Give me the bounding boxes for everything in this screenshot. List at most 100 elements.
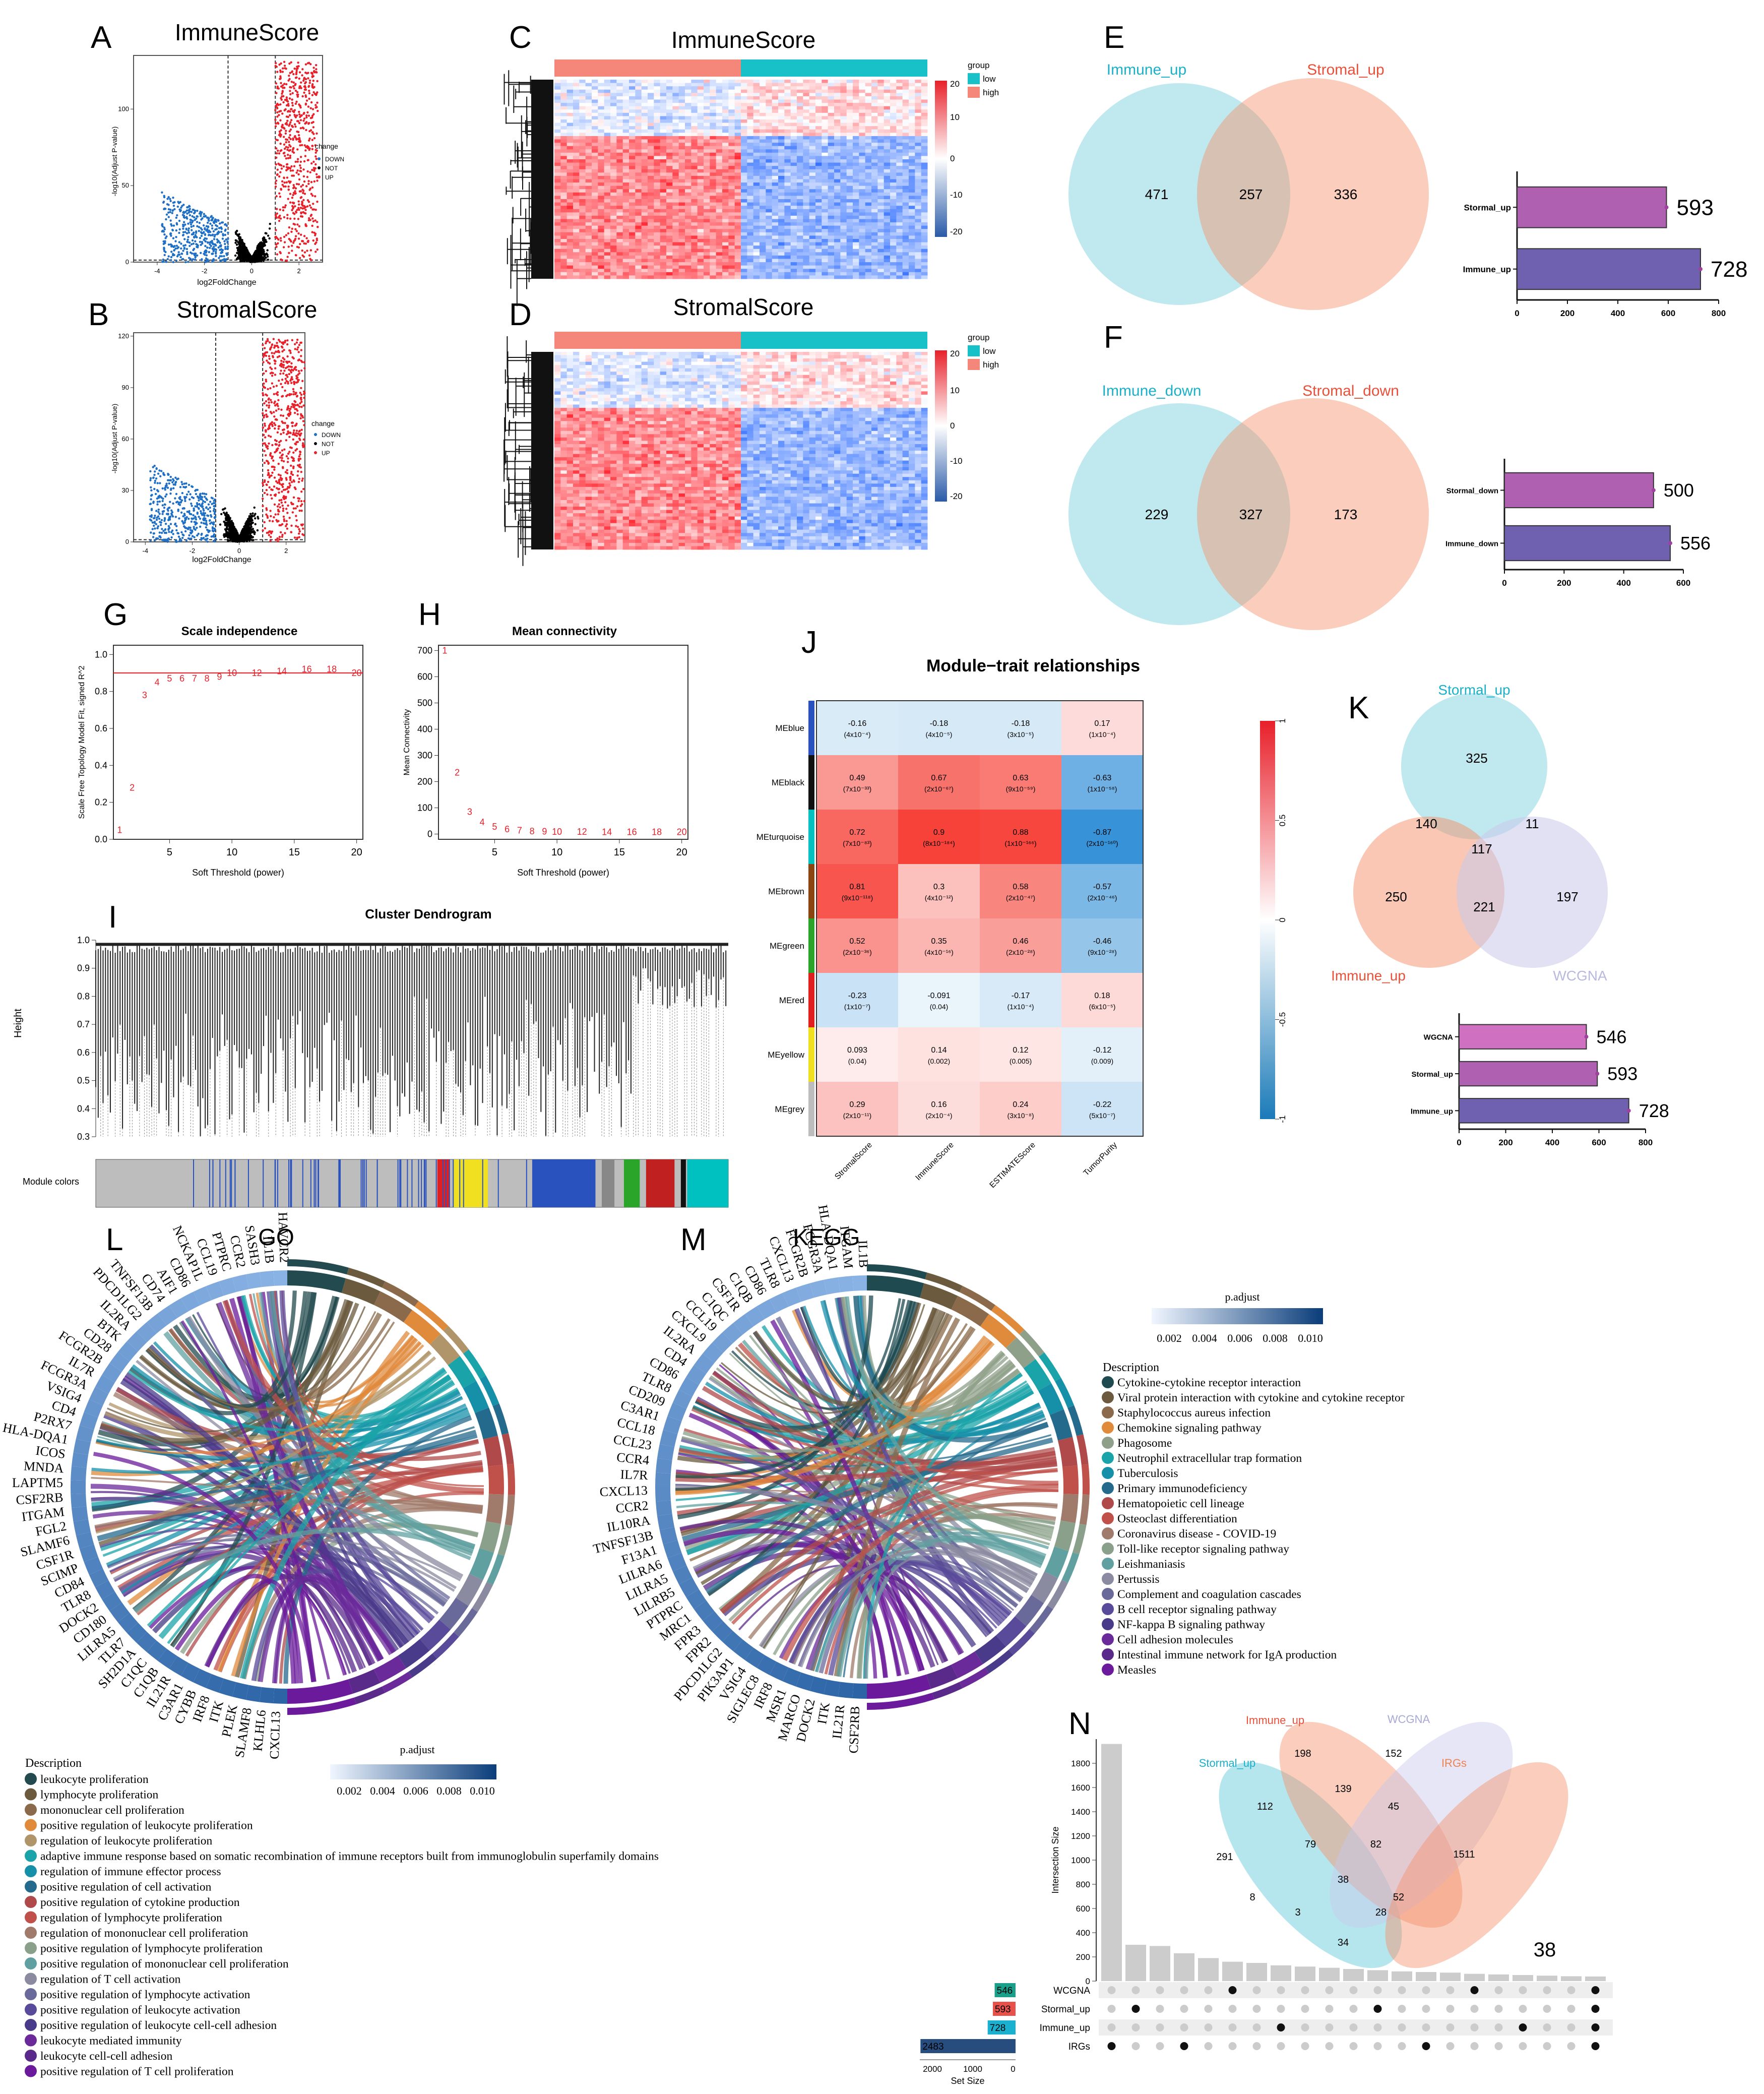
point-down: [162, 258, 164, 261]
point-down: [195, 488, 198, 491]
point-up: [303, 424, 305, 426]
point-down: [172, 205, 175, 207]
point-up: [291, 92, 294, 95]
point-up: [271, 352, 273, 354]
point-up: [274, 362, 276, 365]
point-down: [174, 523, 176, 526]
point-not: [258, 254, 261, 257]
volcano-a-ylabel: -log10(Adjust P-value): [110, 127, 118, 197]
point-up: [288, 373, 290, 376]
point-not: [258, 247, 261, 250]
point-down: [152, 502, 155, 504]
point-down: [180, 481, 183, 483]
point-up: [298, 190, 301, 193]
point-up: [295, 171, 298, 174]
point-down: [207, 515, 210, 517]
point-up: [292, 406, 295, 408]
point-up: [290, 405, 293, 408]
point-down: [155, 537, 158, 540]
point-down: [200, 231, 203, 233]
point-up: [281, 535, 284, 538]
volcano-b-title: StromalScore: [177, 296, 318, 323]
point-up: [316, 201, 319, 203]
point-up: [283, 65, 286, 67]
point-up: [270, 372, 273, 374]
point-up: [296, 160, 299, 163]
point-up: [308, 204, 311, 207]
point-not: [249, 513, 252, 515]
point-up: [297, 369, 300, 373]
point-up: [303, 117, 306, 120]
point-down: [180, 242, 182, 245]
point-up: [292, 137, 294, 140]
point-down: [153, 521, 156, 523]
point-up: [303, 205, 306, 207]
x-tick-label: -2: [202, 267, 208, 275]
point-up: [280, 383, 282, 385]
point-up: [308, 79, 311, 82]
point-down: [156, 489, 159, 491]
point-not: [247, 526, 250, 529]
point-down: [153, 524, 155, 527]
point-down: [157, 508, 160, 511]
point-up: [307, 121, 310, 125]
point-down: [179, 256, 182, 259]
point-down: [183, 248, 186, 250]
point-down: [200, 498, 202, 501]
point-down: [215, 224, 217, 227]
point-down: [224, 223, 226, 226]
point-not: [245, 256, 248, 259]
point-down: [190, 211, 193, 213]
point-up: [286, 217, 289, 220]
panel-label-b: B: [88, 297, 109, 332]
point-up: [293, 217, 296, 220]
point-down: [184, 486, 186, 489]
point-up: [286, 343, 289, 346]
point-up: [294, 126, 297, 128]
point-up: [265, 369, 268, 373]
point-up: [307, 217, 310, 220]
point-up: [309, 187, 312, 190]
point-up: [298, 530, 301, 533]
point-down: [155, 510, 158, 512]
point-up: [289, 90, 291, 92]
point-up: [274, 118, 277, 121]
point-up: [312, 220, 315, 223]
point-down: [190, 520, 193, 523]
point-not: [228, 518, 231, 521]
point-up: [273, 485, 276, 488]
point-up: [292, 73, 295, 76]
point-up: [295, 525, 297, 527]
point-up: [314, 209, 317, 211]
point-down: [205, 497, 208, 500]
point-down: [164, 486, 167, 488]
point-up: [273, 516, 275, 519]
point-down: [219, 260, 222, 263]
point-up: [313, 70, 316, 73]
point-up: [263, 422, 266, 425]
point-up: [297, 134, 300, 137]
point-down: [166, 486, 169, 489]
point-down: [200, 252, 202, 255]
point-up: [290, 230, 293, 233]
point-up: [296, 91, 299, 94]
point-down: [219, 245, 222, 248]
point-up: [271, 375, 274, 377]
point-down: [207, 530, 210, 532]
point-up: [303, 361, 305, 363]
point-down: [204, 250, 207, 252]
point-up: [283, 181, 286, 184]
point-down: [155, 468, 158, 470]
point-up: [293, 202, 295, 204]
point-up: [287, 185, 290, 188]
point-down: [192, 249, 195, 252]
point-up: [281, 180, 284, 183]
point-down: [182, 227, 184, 230]
point-up: [287, 245, 290, 248]
point-down: [167, 527, 170, 530]
point-up: [277, 462, 280, 465]
point-up: [284, 501, 287, 504]
point-down: [201, 240, 204, 243]
point-up: [284, 132, 287, 135]
point-up: [291, 339, 294, 342]
